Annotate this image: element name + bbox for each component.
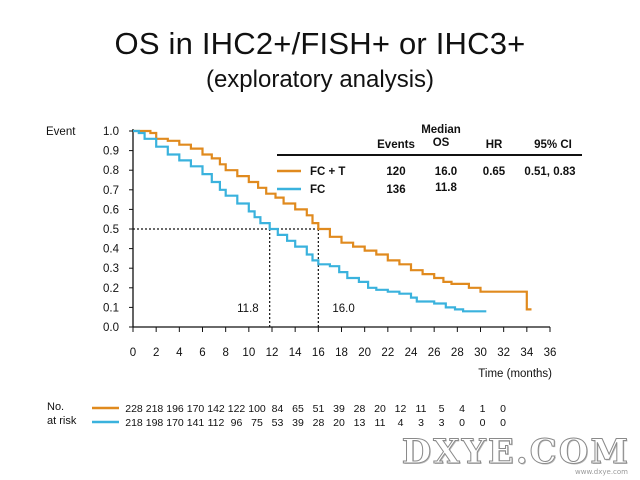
legend-label: FC + T [310, 166, 345, 178]
y-tick-label: 0.1 [103, 302, 119, 314]
risk-value-fct: 122 [228, 403, 246, 415]
page-title: OS in IHC2+/FISH+ or IHC3+ [114, 26, 526, 61]
risk-value-fc: 3 [439, 417, 445, 429]
x-tick-label: 20 [358, 347, 371, 359]
risk-value-fct: 0 [500, 403, 506, 415]
y-axis-label: Event [46, 126, 76, 138]
x-tick-label: 28 [451, 347, 464, 359]
risk-value-fc: 20 [333, 417, 345, 429]
x-tick-label: 32 [497, 347, 510, 359]
risk-value-fct: 228 [125, 403, 143, 415]
risk-value-fct: 65 [292, 403, 304, 415]
watermark-sub: www.dxye.com [575, 468, 628, 476]
x-tick-label: 14 [289, 347, 302, 359]
risk-value-fc: 75 [251, 417, 263, 429]
risk-value-fc: 0 [459, 417, 465, 429]
risk-value-fc: 198 [146, 417, 164, 429]
risk-value-fct: 5 [439, 403, 445, 415]
y-tick-label: 0.5 [103, 224, 119, 236]
y-tick-label: 0.7 [103, 185, 119, 197]
table-cell-events: 136 [386, 184, 405, 196]
risk-value-fc: 53 [272, 417, 284, 429]
x-tick-label: 12 [266, 347, 279, 359]
y-tick-label: 0.4 [103, 244, 120, 256]
x-tick-label: 36 [544, 347, 557, 359]
risk-value-fc: 96 [231, 417, 243, 429]
risk-value-fct: 11 [416, 403, 427, 415]
risk-value-fc: 13 [354, 417, 366, 429]
risk-value-fc: 218 [125, 417, 143, 429]
table-header-median-bottom: OS [433, 137, 450, 149]
risk-value-fct: 84 [272, 403, 284, 415]
x-tick-label: 0 [130, 347, 136, 359]
table-header-ci: 95% CI [534, 139, 572, 151]
y-tick-label: 0.3 [103, 263, 119, 275]
risk-value-fc: 170 [166, 417, 184, 429]
risk-value-fct: 28 [354, 403, 366, 415]
x-tick-label: 34 [520, 347, 533, 359]
x-tick-label: 10 [242, 347, 255, 359]
x-tick-label: 30 [474, 347, 487, 359]
table-header-events: Events [377, 139, 415, 151]
risk-value-fct: 12 [395, 403, 407, 415]
risk-value-fct: 196 [166, 403, 184, 415]
risk-value-fct: 100 [248, 403, 266, 415]
table-cell-hr: 0.65 [483, 166, 506, 178]
risk-value-fc: 112 [208, 417, 225, 429]
x-tick-label: 6 [199, 347, 205, 359]
risk-value-fc: 39 [292, 417, 304, 429]
risk-value-fct: 218 [146, 403, 164, 415]
x-tick-label: 18 [335, 347, 348, 359]
x-tick-label: 22 [381, 347, 394, 359]
x-axis-label: Time (months) [478, 368, 552, 380]
table-cell-ci: 0.51, 0.83 [524, 166, 575, 178]
risk-value-fct: 39 [333, 403, 345, 415]
risk-value-fc: 4 [398, 417, 404, 429]
y-tick-label: 1.0 [103, 126, 119, 138]
y-tick-label: 0.9 [103, 146, 119, 158]
watermark-logo: DXYE.COM [401, 432, 630, 473]
table-header-hr: HR [486, 139, 503, 151]
median-label-fct: 16.0 [332, 303, 354, 315]
risk-value-fc: 141 [187, 417, 205, 429]
x-tick-label: 16 [312, 347, 325, 359]
legend-label: FC [310, 184, 325, 196]
risk-value-fct: 20 [374, 403, 386, 415]
risk-value-fc: 3 [418, 417, 424, 429]
y-tick-label: 0.0 [103, 322, 119, 334]
risk-value-fc: 0 [480, 417, 486, 429]
page-subtitle: (exploratory analysis) [205, 66, 435, 93]
risk-value-fct: 170 [187, 403, 205, 415]
risk-value-fct: 142 [207, 403, 225, 415]
x-tick-label: 2 [153, 347, 159, 359]
x-tick-label: 4 [176, 347, 183, 359]
risk-value-fct: 51 [313, 403, 325, 415]
risk-value-fct: 1 [480, 403, 486, 415]
y-tick-label: 0.2 [103, 283, 119, 295]
y-tick-label: 0.8 [103, 165, 119, 177]
table-cell-events: 120 [386, 166, 405, 178]
series-line-fct [133, 129, 532, 311]
risk-value-fc: 11 [375, 417, 386, 429]
median-label-fc: 11.8 [237, 303, 259, 315]
series-line-fc [133, 129, 487, 313]
x-tick-label: 24 [405, 347, 418, 359]
risk-label-line2: at risk [47, 415, 77, 427]
table-cell-median: 16.0 [435, 166, 457, 178]
risk-label-line1: No. [47, 401, 64, 413]
y-tick-label: 0.6 [103, 204, 119, 216]
table-cell-median: 11.8 [435, 182, 457, 194]
risk-value-fct: 4 [459, 403, 465, 415]
table-header-median-top: Median [421, 124, 461, 136]
x-tick-label: 26 [428, 347, 441, 359]
x-tick-label: 8 [222, 347, 228, 359]
risk-value-fc: 28 [313, 417, 325, 429]
risk-value-fc: 0 [500, 417, 506, 429]
